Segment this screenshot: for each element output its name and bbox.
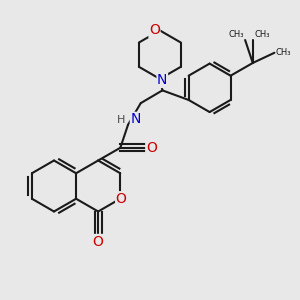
Text: CH₃: CH₃ — [276, 48, 291, 57]
Text: O: O — [116, 192, 127, 206]
Text: CH₃: CH₃ — [228, 29, 244, 38]
Text: CH₃: CH₃ — [254, 29, 270, 38]
Text: N: N — [130, 112, 141, 126]
Text: N: N — [157, 74, 167, 87]
Text: O: O — [93, 235, 104, 248]
Text: O: O — [146, 141, 157, 155]
Text: H: H — [117, 115, 125, 125]
Text: O: O — [149, 23, 160, 38]
